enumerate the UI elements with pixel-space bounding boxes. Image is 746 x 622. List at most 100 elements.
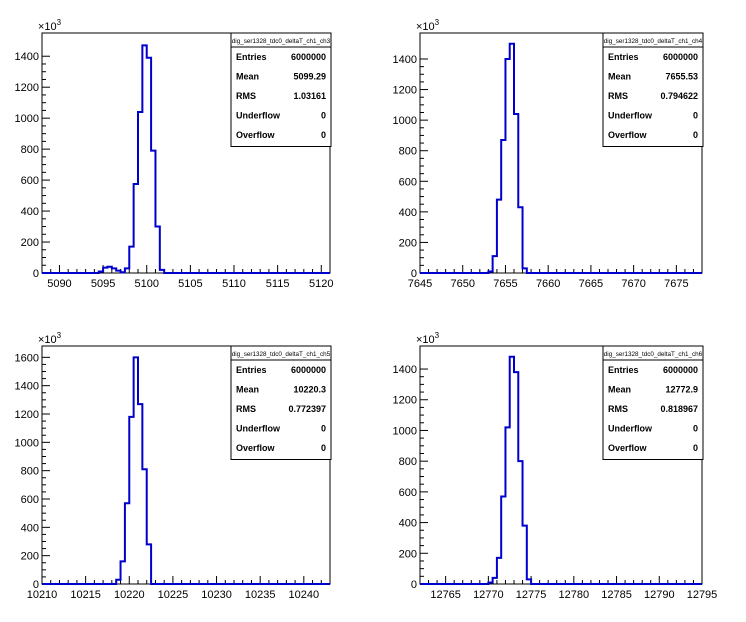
histogram-panel-2: ×103 0 200 400 600 800 1000 1200 1400 7645 7650 765… — [393, 18, 704, 290]
stats-label: Entries — [236, 52, 267, 62]
histogram-title: dig_ser1328_tdc0_deltaT_ch1_ch6 — [604, 351, 703, 358]
x-tick-label: 5095 — [91, 278, 115, 290]
y-tick-label: 800 — [21, 144, 39, 156]
histogram-title: dig_ser1328_tdc0_deltaT_ch1_ch3 — [232, 38, 331, 45]
x-tick-label: 12770 — [473, 589, 504, 601]
x-tick-label: 5105 — [178, 278, 202, 290]
y-tick-label: 600 — [21, 494, 39, 506]
stats-value: 7655.53 — [665, 72, 698, 82]
x-tick-label: 7670 — [621, 278, 645, 290]
stats-value: 0.772397 — [288, 404, 326, 414]
y-tick-label: 0 — [411, 579, 417, 591]
y-tick-label: 1200 — [393, 395, 417, 407]
x-tick-label: 12765 — [430, 589, 461, 601]
stats-value: 0 — [321, 111, 326, 121]
y-tick-label: 800 — [399, 456, 417, 468]
stats-value: 6000000 — [291, 365, 326, 375]
y-tick-label: 600 — [399, 176, 417, 188]
stats-value: 0 — [321, 424, 326, 434]
stats-value: 0.794622 — [660, 91, 698, 101]
y-tick-label: 1000 — [393, 115, 417, 127]
histogram-step-line — [42, 44, 330, 274]
y-exponent-label: ×103 — [38, 18, 62, 33]
stats-value: 0 — [693, 424, 698, 434]
stats-value: 0.818967 — [660, 404, 698, 414]
x-tick-label: 12780 — [559, 589, 590, 601]
x-tick-label: 10225 — [158, 589, 189, 601]
stats-label: Underflow — [608, 424, 653, 434]
y-tick-label: 200 — [399, 237, 417, 249]
y-tick-label: 1000 — [15, 437, 39, 449]
y-tick-label: 1400 — [393, 364, 417, 376]
x-tick-label: 7660 — [536, 278, 560, 290]
y-tick-label: 200 — [399, 548, 417, 560]
y-exponent-label: ×103 — [416, 331, 440, 346]
stats-value: 1.03161 — [293, 91, 326, 101]
stats-value: 6000000 — [663, 365, 698, 375]
stats-box — [230, 345, 332, 460]
y-tick-label: 0 — [33, 268, 39, 280]
y-tick-label: 200 — [21, 551, 39, 563]
x-tick-label: 7645 — [408, 278, 432, 290]
stats-label: Underflow — [236, 111, 281, 121]
histogram-step-line — [420, 355, 702, 585]
y-tick-label: 1400 — [15, 51, 39, 63]
y-exponent-label: ×103 — [38, 331, 62, 346]
x-tick-label: 10215 — [70, 589, 101, 601]
y-tick-label: 400 — [399, 207, 417, 219]
x-tick-label: 7675 — [664, 278, 688, 290]
histogram-panel-4: ×103 0 200 400 600 800 1000 1200 1400 12765 12770 1… — [393, 331, 718, 601]
stats-label: Mean — [608, 385, 631, 395]
x-tick-label: 5090 — [47, 278, 71, 290]
y-tick-label: 1600 — [15, 352, 39, 364]
stats-value: 6000000 — [663, 52, 698, 62]
x-tick-label: 10220 — [114, 589, 145, 601]
y-tick-label: 200 — [21, 237, 39, 249]
stats-value: 12772.9 — [665, 385, 698, 395]
x-tick-label: 10240 — [289, 589, 320, 601]
x-tick-label: 7655 — [493, 278, 517, 290]
x-tick-label: 5100 — [134, 278, 158, 290]
stats-label: Entries — [608, 52, 639, 62]
y-tick-label: 1400 — [15, 381, 39, 393]
stats-value: 10220.3 — [293, 385, 326, 395]
x-tick-label: 12790 — [644, 589, 675, 601]
stats-value: 0 — [693, 111, 698, 121]
stats-label: RMS — [608, 91, 628, 101]
stats-label: Entries — [608, 365, 639, 375]
stats-label: Underflow — [236, 424, 281, 434]
x-tick-label: 10230 — [201, 589, 232, 601]
histogram-title: dig_ser1328_tdc0_deltaT_ch1_ch5 — [232, 351, 331, 358]
histogram-step-line — [42, 356, 330, 585]
stats-label: Overflow — [236, 130, 276, 140]
y-tick-label: 1000 — [15, 113, 39, 125]
histogram-panel-1: ×103 0 200 400 600 800 1000 1200 1400 5090 5095 510… — [15, 18, 334, 290]
x-tick-label: 12795 — [687, 589, 718, 601]
x-tick-label: 5110 — [222, 278, 246, 290]
y-tick-label: 0 — [411, 268, 417, 280]
stats-label: RMS — [608, 404, 628, 414]
stats-value: 6000000 — [291, 52, 326, 62]
y-tick-label: 800 — [21, 466, 39, 478]
stats-label: Entries — [236, 365, 267, 375]
y-tick-label: 1000 — [393, 425, 417, 437]
stats-box — [602, 32, 704, 147]
x-tick-label: 5120 — [309, 278, 333, 290]
y-tick-label: 1200 — [15, 82, 39, 94]
stats-label: RMS — [236, 91, 256, 101]
x-tick-label: 12785 — [601, 589, 632, 601]
y-tick-label: 400 — [21, 522, 39, 534]
stats-label: Underflow — [608, 111, 653, 121]
stats-value: 0 — [321, 130, 326, 140]
histogram-title: dig_ser1328_tdc0_deltaT_ch1_ch4 — [604, 38, 703, 45]
stats-value: 0 — [321, 443, 326, 453]
x-tick-label: 5115 — [266, 278, 290, 290]
y-tick-label: 1200 — [393, 85, 417, 97]
y-tick-label: 800 — [399, 146, 417, 158]
stats-label: Overflow — [608, 443, 648, 453]
stats-label: Mean — [608, 72, 631, 82]
y-tick-label: 400 — [399, 518, 417, 530]
stats-label: RMS — [236, 404, 256, 414]
y-exponent-label: ×103 — [416, 18, 440, 33]
